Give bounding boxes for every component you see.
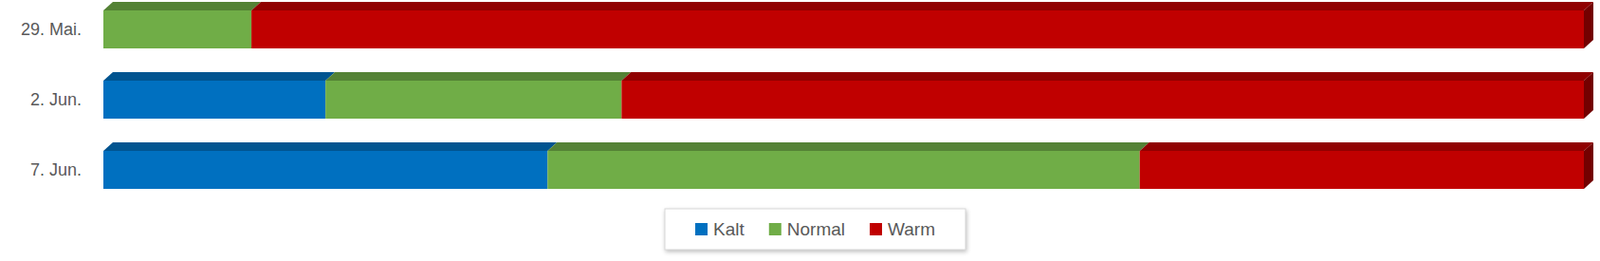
legend-swatch xyxy=(695,222,708,236)
bar xyxy=(547,150,1140,189)
bar xyxy=(251,10,1584,49)
bars xyxy=(103,1,1594,189)
category-label: 2. Jun. xyxy=(30,90,82,110)
legend-label: Kalt xyxy=(713,219,745,240)
legend-swatch xyxy=(869,222,883,236)
legend-label: Normal xyxy=(787,219,846,240)
category-label: 7. Jun. xyxy=(30,160,82,180)
bar-top xyxy=(547,142,1149,151)
bar xyxy=(103,10,252,49)
category-label: 29. Mai. xyxy=(20,19,82,39)
bar-top xyxy=(103,1,261,11)
bar xyxy=(621,80,1584,119)
bar-top xyxy=(1140,142,1594,151)
bar-side xyxy=(1583,142,1594,189)
legend: Kalt Normal Warm xyxy=(664,208,966,250)
bar-side xyxy=(1583,72,1594,119)
bar-side xyxy=(1583,1,1594,49)
legend-swatch xyxy=(769,222,782,236)
bar xyxy=(1140,150,1584,189)
legend-label: Warm xyxy=(887,219,936,240)
bar-top xyxy=(103,142,557,151)
bar-top xyxy=(103,72,335,81)
bar-top xyxy=(621,72,1594,81)
bar xyxy=(103,150,548,189)
axis-labels: 29. Mai. 2. Jun. 7. Jun. xyxy=(20,19,82,180)
legend-box xyxy=(664,208,966,250)
bar-top xyxy=(251,1,1594,11)
bar xyxy=(325,80,622,119)
bar xyxy=(103,80,326,119)
bar-top xyxy=(325,72,631,81)
